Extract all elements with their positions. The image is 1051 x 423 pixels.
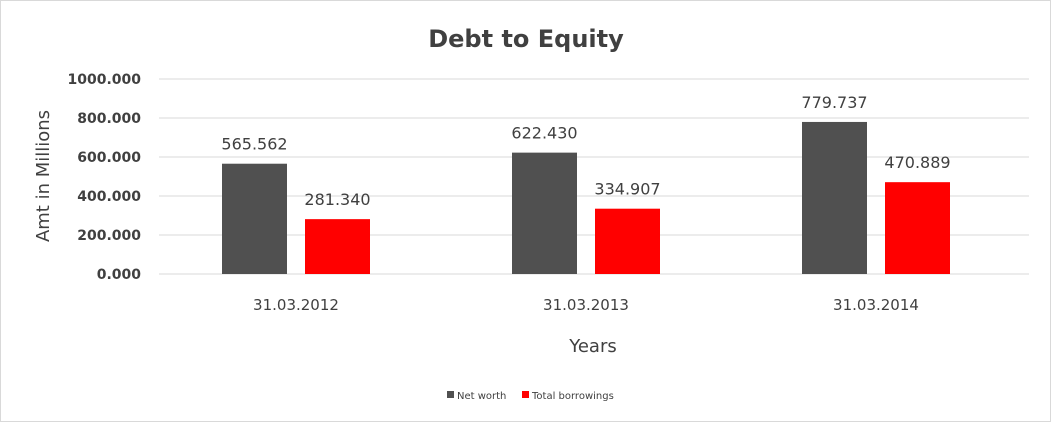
y-tick-label-3: 600.000: [77, 150, 141, 166]
bar-total-borrowings-1: [595, 208, 660, 274]
x-axis-label: Years: [568, 336, 617, 357]
bars: [222, 121, 950, 274]
y-axis-label: Amt in Millions: [33, 110, 54, 242]
y-tick-label-1: 200.000: [77, 228, 141, 244]
legend: Net worth Total borrowings: [447, 391, 614, 402]
data-labels: 565.562 281.340 622.430 334.907 779.737 470.8…: [221, 93, 950, 209]
data-label-net-worth-0: 565.562: [221, 135, 287, 154]
bar-net-worth-1: [512, 152, 577, 274]
legend-swatch-1: [522, 391, 529, 398]
legend-label-1: Total borrowings: [531, 391, 614, 402]
bar-total-borrowings-0: [305, 219, 370, 274]
gridlines: [159, 78, 1029, 275]
chart-title: Debt to Equity: [428, 25, 624, 53]
data-label-total-borrowings-1: 334.907: [594, 180, 660, 199]
y-axis-ticks: 0.000 200.000 400.000 600.000 800.000 1000.00…: [67, 72, 141, 283]
data-label-net-worth-1: 622.430: [511, 124, 577, 143]
x-tick-label-1: 31.03.2013: [543, 296, 629, 314]
x-axis-ticks: 31.03.2012 31.03.2013 31.03.2014: [253, 296, 919, 314]
data-label-net-worth-2: 779.737: [801, 93, 867, 112]
legend-swatch-0: [447, 391, 454, 398]
y-tick-label-0: 0.000: [97, 267, 142, 283]
y-tick-label-5: 1000.000: [67, 72, 141, 88]
y-tick-label-4: 800.000: [77, 111, 141, 127]
bar-total-borrowings-2: [885, 182, 950, 274]
bar-net-worth-0: [222, 163, 287, 274]
x-tick-label-2: 31.03.2014: [833, 296, 919, 314]
x-tick-label-0: 31.03.2012: [253, 296, 339, 314]
data-label-total-borrowings-0: 281.340: [304, 190, 370, 209]
bar-net-worth-2: [802, 121, 867, 274]
legend-label-0: Net worth: [457, 391, 506, 402]
y-tick-label-2: 400.000: [77, 189, 141, 205]
data-label-total-borrowings-2: 470.889: [884, 153, 950, 172]
